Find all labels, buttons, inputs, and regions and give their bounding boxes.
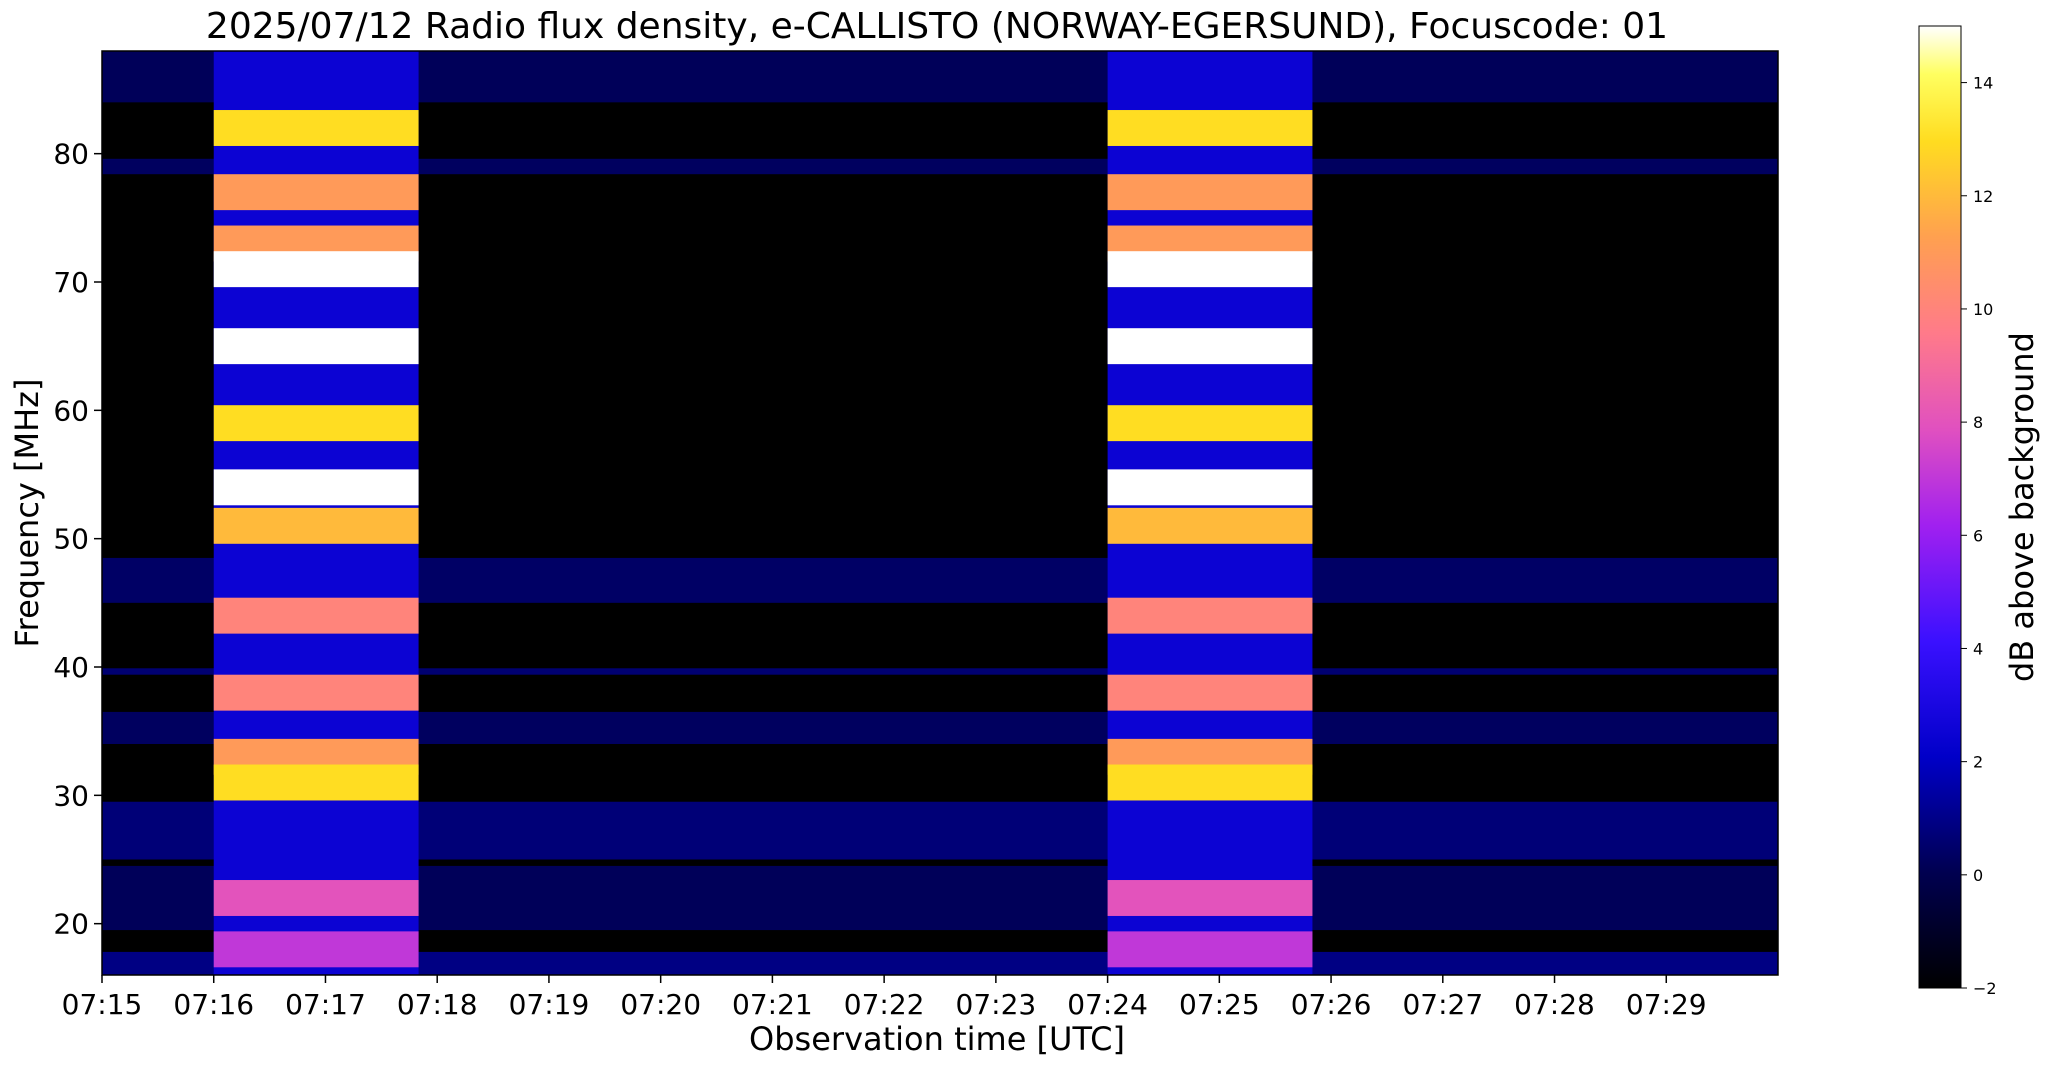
burst-band xyxy=(213,469,419,506)
colorbar-tick-label: 10 xyxy=(1973,300,1993,319)
colorbar-tick-label: −2 xyxy=(1973,979,1997,998)
y-axis-ticks: 20 30 40 50 60 70 80 xyxy=(53,138,102,941)
y-tick-label: 40 xyxy=(53,651,89,684)
x-tick-label: 07:24 xyxy=(1067,988,1148,1021)
x-tick-label: 07:23 xyxy=(956,988,1037,1021)
colorbar-tick-label: 8 xyxy=(1973,413,1983,432)
burst-band xyxy=(1107,405,1313,442)
x-tick-label: 07:26 xyxy=(1291,988,1372,1021)
burst-band xyxy=(213,110,419,146)
x-axis-ticks: 07:15 07:16 07:17 07:18 07:19 07:20 07:21 07:22… xyxy=(62,975,1707,1021)
y-tick-label: 30 xyxy=(53,779,89,812)
x-axis-label: Observation time [UTC] xyxy=(749,1020,1125,1058)
burst-band xyxy=(1107,931,1313,968)
burst-band xyxy=(213,880,419,916)
x-tick-label: 07:21 xyxy=(732,988,813,1021)
x-tick-label: 07:27 xyxy=(1402,988,1483,1021)
background-band xyxy=(102,951,1778,975)
burst-band xyxy=(213,507,419,544)
y-tick-label: 70 xyxy=(53,266,89,299)
colorbar-ticks: −2 0 2 4 6 8 10 12 14 xyxy=(1961,74,1997,998)
x-tick-label: 07:18 xyxy=(397,988,478,1021)
burst-band xyxy=(1107,174,1313,211)
burst-band xyxy=(213,597,419,634)
burst-band xyxy=(1107,251,1313,288)
x-tick-label: 07:17 xyxy=(285,988,366,1021)
burst-band xyxy=(1107,328,1313,365)
burst-band xyxy=(1107,110,1313,146)
burst-band xyxy=(1107,880,1313,916)
burst-band xyxy=(213,764,419,801)
colorbar xyxy=(1918,25,1962,989)
colorbar-tick-label: 2 xyxy=(1973,753,1983,772)
burst-band xyxy=(213,931,419,968)
burst-band xyxy=(213,251,419,288)
y-tick-label: 20 xyxy=(53,908,89,941)
burst-band xyxy=(213,674,419,711)
burst-band xyxy=(213,174,419,211)
background-band xyxy=(102,158,1778,175)
x-tick-label: 07:19 xyxy=(509,988,590,1021)
heatmap-area xyxy=(102,51,1778,975)
x-tick-label: 07:15 xyxy=(62,988,143,1021)
x-tick-label: 07:28 xyxy=(1514,988,1595,1021)
colorbar-tick-label: 14 xyxy=(1973,74,1993,93)
burst-band xyxy=(1107,469,1313,506)
y-tick-label: 60 xyxy=(53,394,89,427)
burst-band xyxy=(1107,674,1313,711)
y-axis-label: Frequency [MHz] xyxy=(8,379,46,648)
chart-title: 2025/07/12 Radio flux density, e-CALLIST… xyxy=(206,6,1668,47)
x-tick-label: 07:16 xyxy=(173,988,254,1021)
y-tick-label: 80 xyxy=(53,138,89,171)
x-tick-label: 07:29 xyxy=(1626,988,1707,1021)
colorbar-tick-label: 12 xyxy=(1973,187,1993,206)
colorbar-tick-label: 4 xyxy=(1973,639,1983,658)
burst-band xyxy=(213,328,419,365)
colorbar-tick-label: 0 xyxy=(1973,866,1983,885)
background-band xyxy=(102,668,1778,675)
x-tick-label: 07:25 xyxy=(1179,988,1260,1021)
x-tick-label: 07:20 xyxy=(620,988,701,1021)
colorbar-tick-label: 6 xyxy=(1973,526,1983,545)
colorbar-label: dB above background xyxy=(2003,332,2041,682)
plot-frame xyxy=(101,50,1779,976)
y-tick-label: 50 xyxy=(53,523,89,556)
burst-band xyxy=(1107,507,1313,544)
burst-band xyxy=(1107,764,1313,801)
burst-band xyxy=(1107,597,1313,634)
burst-band xyxy=(213,405,419,442)
x-tick-label: 07:22 xyxy=(844,988,925,1021)
